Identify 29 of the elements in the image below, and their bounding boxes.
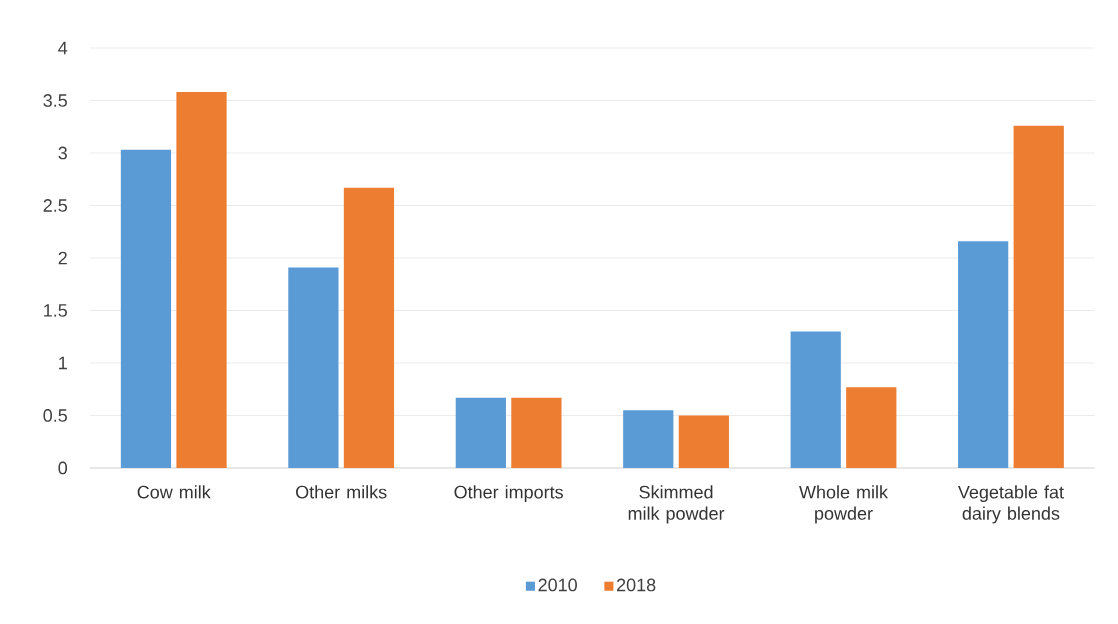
bar [455,397,506,468]
x-tick-label: Other milks [296,485,387,499]
y-tick-label: 0.5 [43,409,67,422]
x-tick-label: Cow milk [137,485,211,499]
legend-label: 2010 [538,578,577,592]
bar [958,241,1009,468]
y-tick-label: 3 [58,146,67,160]
bar [288,267,339,468]
bar [846,387,897,468]
x-tick-label: Vegetable fat dairy blends [957,485,1064,524]
legend-label: 2018 [617,578,656,592]
bar [790,331,841,468]
bar [343,187,395,468]
bar [678,415,729,468]
bar [623,410,674,468]
bar [511,397,562,468]
y-tick-label: 3.5 [43,94,67,107]
y-tick-label: 1.5 [44,304,67,317]
bar [120,149,172,468]
bar [1013,125,1064,468]
bar [176,92,227,468]
y-tick-label: 0 [58,461,68,475]
y-tick-label: 2 [58,251,67,265]
x-tick-label: Whole milk powder [799,485,889,524]
x-tick-label: Other imports [454,485,563,503]
y-tick-label: 4 [58,41,68,55]
y-tick-label: 2.5 [43,199,67,212]
y-tick-label: 1 [59,356,67,370]
x-tick-label: Skimmed milk powder [628,485,725,524]
